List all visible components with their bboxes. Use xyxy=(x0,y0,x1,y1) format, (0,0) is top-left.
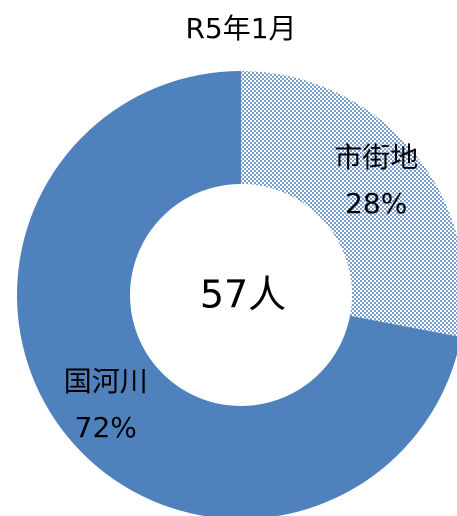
slice-label: 市街地 xyxy=(334,141,418,174)
slice-value: 72% xyxy=(75,411,137,444)
donut-slice xyxy=(241,71,457,337)
slice-label: 国河川 xyxy=(64,365,148,398)
slices xyxy=(17,71,457,516)
center-label: 57人 xyxy=(200,273,286,317)
chart-title: R5年1月 xyxy=(185,12,296,45)
donut-slice xyxy=(17,71,457,516)
slice-value: 28% xyxy=(345,187,407,220)
